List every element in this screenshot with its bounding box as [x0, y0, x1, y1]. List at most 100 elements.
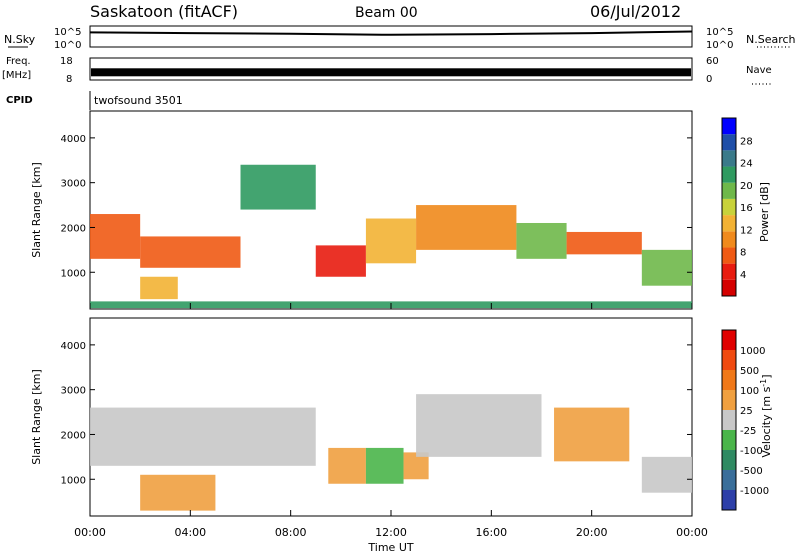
power-cbar-swatch-2	[722, 247, 736, 264]
freq-ytick-bottom: 8	[66, 74, 72, 85]
vel-cbar-tick-4: -25	[740, 426, 756, 437]
power-cbar-swatch-7	[722, 166, 736, 183]
power-cbar-tick-2: 20	[740, 181, 753, 192]
power-yaxis: 1000 2000 3000 4000	[61, 134, 692, 279]
power-cbar-tick-4: 12	[740, 225, 753, 236]
power-cbar-tick-0: 28	[740, 136, 753, 147]
nsky-label: N.Sky	[4, 33, 36, 46]
noise-ytick-top: 10^5	[54, 27, 81, 38]
power-cbar-swatch-8	[722, 150, 736, 167]
power-ytick-label-3000: 3000	[61, 179, 86, 190]
date-title: 06/Jul/2012	[590, 2, 681, 21]
nsearch-label: N.Search	[746, 33, 796, 46]
velocity-cell-5	[416, 394, 542, 457]
power-cbar-swatch-3	[722, 231, 736, 248]
velocity-colorbar-label: Velocity [m s-1]	[759, 374, 773, 457]
power-ytick-label-4000: 4000	[61, 134, 86, 145]
velocity-ylabel: Slant Range [km]	[30, 369, 43, 465]
freq-label: Freq.	[6, 56, 31, 67]
vel-cbar-swatch-3	[722, 430, 736, 450]
noise-line	[89, 30, 693, 36]
power-cbar-tick-3: 16	[740, 203, 753, 214]
nave-ytick-top: 60	[706, 56, 719, 67]
nave-label: Nave	[746, 65, 772, 76]
noise-series	[89, 30, 693, 36]
power-cell-7	[566, 231, 642, 255]
time-tick-label-4: 16:00	[475, 526, 507, 539]
velocity-ytick-label-4000: 4000	[61, 341, 86, 352]
power-cell-2	[140, 276, 178, 300]
power-cbar-swatch-4	[722, 215, 736, 232]
vel-cbar-tick-5: -100	[740, 446, 763, 457]
vel-cbar-swatch-6	[722, 370, 736, 390]
velocity-cell-1	[140, 474, 216, 511]
vel-cbar-swatch-0	[722, 490, 736, 510]
time-tick-label-3: 12:00	[375, 526, 407, 539]
beam-title: Beam 00	[355, 5, 418, 21]
freq-panel	[89, 57, 693, 81]
noise-ytick-bottom: 10^0	[54, 40, 81, 51]
velocity-ytick-label-1000: 1000	[61, 475, 86, 486]
vel-cbar-swatch-2	[722, 450, 736, 470]
power-cbar-swatch-10	[722, 118, 736, 135]
power-cell-5	[416, 205, 517, 250]
power-cbar-swatch-5	[722, 198, 736, 216]
power-cbar-tick-5: 8	[740, 248, 746, 259]
power-cbar-swatch-0	[722, 279, 736, 296]
velocity-cell-6	[554, 407, 630, 462]
station-title: Saskatoon (fitACF)	[90, 2, 238, 21]
power-cbar-tick-6: 4	[740, 270, 746, 281]
time-tick-label-2: 08:00	[275, 526, 307, 539]
velocity-cell-7	[641, 456, 692, 493]
velocity-ytick-label-2000: 2000	[61, 430, 86, 441]
power-heatmap	[90, 164, 692, 309]
velocity-ytick-label-3000: 3000	[61, 386, 86, 397]
cpid-label: CPID	[6, 95, 33, 106]
freq-ytick-top: 18	[60, 56, 73, 67]
mhz-label: [MHz]	[2, 70, 31, 81]
power-ytick-label-2000: 2000	[61, 223, 86, 234]
velocity-heatmap	[90, 394, 692, 511]
vel-cbar-swatch-5	[722, 390, 736, 410]
power-cbar-tick-1: 24	[740, 159, 753, 170]
power-cell-9	[240, 164, 316, 210]
power-cell-8	[641, 249, 692, 286]
time-tick-label-0: 00:00	[74, 526, 106, 539]
noise-y2tick-top: 10^5	[706, 27, 733, 38]
velocity-cell-3	[365, 447, 404, 484]
vel-cbar-tick-6: -500	[740, 466, 763, 477]
power-cell-6	[516, 222, 567, 259]
vel-cbar-tick-3: 25	[740, 406, 753, 417]
velocity-yaxis: 1000 2000 3000 4000	[61, 341, 692, 486]
power-cell-3	[315, 245, 366, 277]
vel-cbar-tick-2: 100	[740, 386, 759, 397]
power-cell-0	[90, 214, 141, 259]
vel-cbar-tick-7: -1000	[740, 486, 769, 497]
time-axis: 00:00 04:00 08:00 12:00 16:00 20:00 00:00	[74, 303, 708, 539]
velocity-cell-0	[90, 407, 316, 466]
vel-cbar-frame	[721, 329, 737, 511]
noise-y2tick-bottom: 10^0	[706, 40, 733, 51]
freq-band	[91, 68, 691, 77]
cpid-value: twofsound 3501	[94, 94, 183, 107]
vel-cbar-swatch-7	[722, 350, 736, 370]
power-cbar-swatch-1	[722, 263, 736, 280]
power-panel	[89, 110, 693, 310]
vel-cbar-swatch-1	[722, 470, 736, 490]
power-cbar-frame	[721, 117, 737, 297]
power-ylabel: Slant Range [km]	[30, 162, 43, 258]
power-ytick-label-1000: 1000	[61, 268, 86, 279]
power-cell-4	[365, 218, 417, 264]
power-cbar-swatch-9	[722, 134, 736, 151]
power-colorbar-label: Power [dB]	[758, 182, 771, 242]
time-tick-label-1: 04:00	[174, 526, 206, 539]
vel-cbar-tick-0: 1000	[740, 346, 765, 357]
time-tick-label-6: 00:00	[676, 526, 708, 539]
vel-cbar-tick-1: 500	[740, 366, 759, 377]
vel-cbar-swatch-8	[722, 330, 736, 350]
power-cbar-swatch-6	[722, 182, 736, 199]
time-tick-label-5: 20:00	[576, 526, 608, 539]
vel-cbar-swatch-4	[722, 410, 736, 430]
nave-ytick-bottom: 0	[706, 74, 712, 85]
